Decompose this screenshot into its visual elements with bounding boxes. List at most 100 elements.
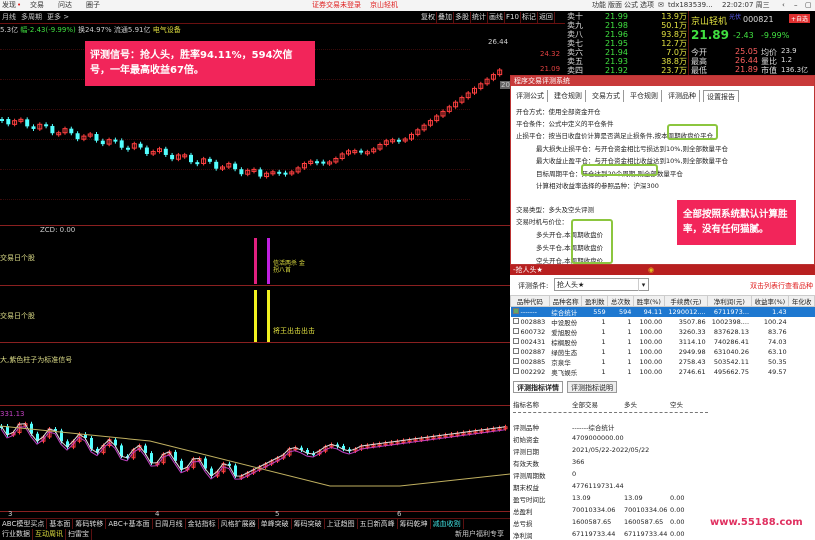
price-chart[interactable]: 26.44 20.1 24.32 21.09 [0, 24, 565, 226]
column-header[interactable]: 盈利数 [581, 295, 609, 307]
table-row[interactable]: 600732 爱旭股份 1 1 100.00 3260.33 837628.13 83.76 [511, 327, 815, 337]
dialog-tab[interactable]: 评测品种 [665, 90, 700, 102]
btn-overlay[interactable]: 叠加 [438, 12, 454, 23]
dialog-tab[interactable]: 平仓规则 [627, 90, 662, 102]
table-row[interactable]: ------- 综合统计 559 594 94.11 1290012.... 6711973… [510, 306, 815, 317]
column-header[interactable]: 总次数 [607, 295, 634, 307]
account-name[interactable]: tdx183539... [668, 1, 713, 9]
btn-stats[interactable]: 统计 [472, 12, 488, 23]
menu-layout[interactable]: 版面 [608, 1, 622, 9]
indicator-tab[interactable]: 日周月线 [153, 519, 186, 529]
indicator-tab[interactable]: 五日新高峰 [358, 519, 398, 529]
row-checkbox[interactable] [512, 368, 519, 374]
turnover: 换24.97% [77, 26, 112, 34]
indicator-tab[interactable]: ABC+基本面 [106, 519, 153, 529]
ob-label: 卖六 [567, 48, 583, 57]
row-checkbox[interactable] [512, 348, 519, 354]
column-header[interactable]: 品种代码 [510, 295, 550, 307]
menu-options[interactable]: 选项 [640, 1, 654, 9]
minimize-icon[interactable]: – [794, 1, 798, 9]
indicator-tab[interactable]: 单峰突破 [259, 519, 292, 529]
column-header[interactable]: 品种名称 [548, 295, 583, 307]
indicator-panel-1[interactable]: ZCD: 0.00 交易日个股 信活两杀 金拐八首 [0, 226, 510, 286]
table-row[interactable]: 002292 奥飞娱乐 1 1 100.00 2746.61 495662.75 49.57 [511, 367, 815, 377]
column-header[interactable]: 手续费(元) [663, 295, 709, 307]
indicator-panel-3[interactable]: 大,紫色柱子为标准信号 [0, 343, 510, 406]
menu-function[interactable]: 功能 [592, 1, 606, 9]
sector[interactable]: 电气设备 [152, 26, 181, 34]
indicator-tab[interactable]: 筹码突破 [292, 519, 325, 529]
dialog-tab[interactable]: 设置报告 [703, 90, 739, 102]
table-row[interactable]: 002883 中设股份 1 1 100.00 3507.86 1002398.... 100.… [511, 317, 815, 327]
table-cell: 1002398.... [708, 317, 751, 327]
menu-wenda[interactable]: 问达 [58, 1, 72, 9]
menu-discover[interactable]: 发现 [2, 1, 16, 9]
indicator-tab[interactable]: 上证趋图 [325, 519, 358, 529]
column-header[interactable]: 净利润(元) [707, 295, 752, 307]
menu-formula[interactable]: 公式 [624, 1, 638, 9]
amount: 5.3亿 [0, 26, 19, 34]
candle [484, 78, 490, 85]
row-checkbox[interactable] [512, 308, 519, 314]
cell-value: 1 [601, 358, 606, 366]
column-header[interactable]: 胜率(%) [632, 295, 665, 307]
btn-fuquan[interactable]: 复权 [421, 12, 437, 23]
p3-text: 大,紫色柱子为标准信号 [0, 356, 73, 364]
restore-icon[interactable]: ▢ [805, 1, 812, 9]
indicator-panel-4[interactable]: 331.13 [0, 406, 510, 512]
btn-multi[interactable]: 多股 [455, 12, 471, 23]
table-row[interactable]: 002887 绿茵生态 1 1 100.00 2949.98 631040.26 63.10 [511, 347, 815, 357]
detail-tab[interactable]: 评测指标说明 [567, 381, 617, 393]
table-cell: 中设股份 [549, 317, 582, 327]
bottom-tab[interactable]: 扫雷宝 [66, 529, 92, 540]
column-header[interactable]: 年化收 [788, 295, 815, 307]
btn-back[interactable]: 返回 [538, 12, 555, 23]
dialog-tab[interactable]: 评测公式 [513, 90, 548, 102]
period-more[interactable]: 更多 > [47, 13, 70, 21]
indicator-tab[interactable]: 减血收割 [431, 519, 464, 529]
indicator-panel-2[interactable]: 交易日个股 将王出击出击 [0, 286, 510, 343]
candle [446, 106, 452, 112]
btn-f10[interactable]: F10 [506, 12, 521, 23]
indicator-tab[interactable]: 金钻指标 [186, 519, 219, 529]
cell-value: 1.43 [772, 308, 787, 316]
candle [371, 148, 377, 153]
dialog-tab[interactable]: 建仓规则 [551, 90, 586, 102]
chevron-down-icon[interactable]: ▾ [638, 279, 648, 291]
period-month[interactable]: 月线 [2, 13, 16, 21]
indicator-tab[interactable]: 筹码乾坤 [398, 519, 431, 529]
column-header[interactable]: 收益率(%) [750, 295, 790, 307]
indicator-tab[interactable]: 筹码转移 [73, 519, 107, 529]
order-book-row: 卖九 21.98 50.1万 [565, 21, 690, 30]
bottom-tab[interactable]: 行业数据 [0, 529, 33, 540]
row-checkbox[interactable] [512, 358, 519, 364]
table-row[interactable]: 002885 京泉华 1 1 100.00 2758.43 503542.11 50.35 [511, 357, 815, 367]
mail-icon[interactable]: ✉ [658, 1, 664, 9]
login-status[interactable]: 证券交易未登录 [312, 1, 361, 9]
detail-value: 净利润 [513, 532, 533, 540]
promo-link[interactable]: 新用户福利专享 [455, 530, 504, 538]
menu-circle[interactable]: 圈子 [86, 1, 100, 9]
indicator-tab[interactable]: 基本面 [47, 519, 74, 529]
menu-trade[interactable]: 交易 [30, 1, 44, 9]
clock: 22:02:07 周三 [722, 1, 770, 9]
btn-draw[interactable]: 画线 [489, 12, 505, 23]
dialog-tab[interactable]: 交易方式 [589, 90, 624, 102]
period-multi[interactable]: 多周期 [21, 13, 42, 21]
btn-mark[interactable]: 标记 [521, 12, 538, 23]
indicator-tab[interactable]: 风格扩展器 [219, 519, 259, 529]
table-row[interactable]: 002431 棕榈股份 1 1 100.00 3114.10 740286.41 74.03 [511, 337, 815, 347]
ob-price: 21.99 [605, 12, 628, 21]
back-icon[interactable]: ‹ [782, 1, 785, 9]
detail-tab[interactable]: 评测指标详情 [513, 381, 563, 393]
condition-select[interactable]: 抢人头★ ▾ [554, 278, 649, 291]
indicator-tab[interactable]: ABC模型买点 [0, 519, 48, 529]
table-cell: 94.11 [633, 306, 665, 317]
row-checkbox[interactable] [512, 318, 519, 324]
row-checkbox[interactable] [512, 338, 519, 344]
bottom-tab[interactable]: 互动周讯 [33, 529, 66, 540]
row-checkbox[interactable] [512, 328, 519, 334]
pin-icon[interactable]: ◉ [648, 266, 655, 274]
ob-volume: 12.7万 [661, 39, 687, 48]
add-watchlist-button[interactable]: +自选 [789, 14, 811, 23]
